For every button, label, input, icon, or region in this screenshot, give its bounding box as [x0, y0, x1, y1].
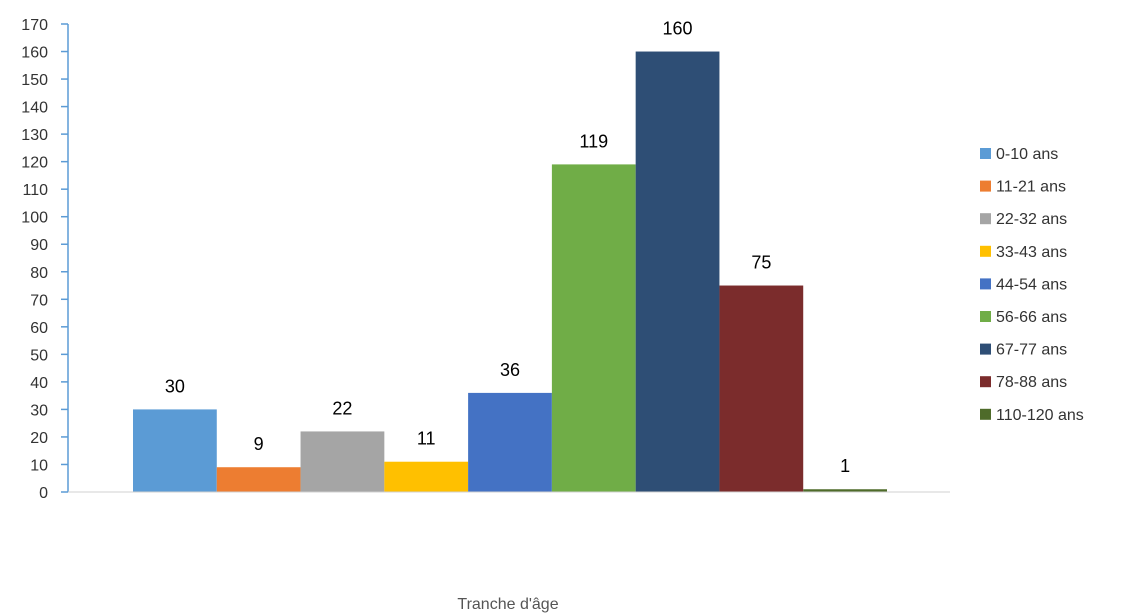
bar	[803, 489, 887, 492]
legend-swatch	[980, 180, 991, 192]
legend-label: 0-10 ans	[996, 146, 1058, 163]
legend-swatch	[980, 278, 991, 290]
legend-label: 33-43 ans	[996, 244, 1067, 261]
y-tick-label: 170	[21, 17, 48, 34]
legend-swatch	[980, 213, 991, 225]
y-tick-label: 60	[30, 320, 48, 337]
legend-swatch	[980, 148, 991, 159]
y-tick-label: 50	[30, 347, 48, 364]
y-tick-label: 0	[39, 485, 48, 502]
legend-swatch	[980, 343, 991, 355]
data-label: 75	[751, 253, 771, 273]
y-tick-label: 40	[30, 375, 48, 392]
legend-label: 11-21 ans	[996, 179, 1066, 196]
bar	[468, 392, 552, 492]
legend-label: 78-88 ans	[996, 374, 1067, 391]
y-tick-label: 70	[30, 292, 48, 309]
legend-swatch	[980, 376, 991, 388]
data-label: 36	[500, 360, 520, 380]
legend-label: 22-32 ans	[996, 211, 1067, 228]
y-tick-label: 160	[21, 45, 48, 62]
bars	[133, 51, 887, 492]
data-label: 119	[579, 131, 608, 151]
y-tick-label: 140	[21, 100, 48, 117]
y-axis: 0 10 20 30 40 50 60 70 80 90 100 110 120 130 140 150 160…	[21, 17, 69, 502]
y-tick-label: 80	[30, 265, 48, 282]
y-tick-label: 10	[30, 457, 48, 474]
bar	[635, 51, 720, 492]
legend-swatch	[980, 245, 991, 257]
legend-label: 56-66 ans	[996, 309, 1067, 326]
y-tick-label: 100	[21, 210, 48, 227]
y-tick-label: 150	[21, 72, 48, 89]
y-tick-label: 130	[21, 127, 48, 144]
legend-label: 67-77 ans	[996, 342, 1067, 359]
bar	[384, 461, 469, 492]
legend-label: 44-54 ans	[996, 276, 1067, 293]
y-tick-label: 90	[30, 237, 48, 254]
data-label: 9	[254, 434, 264, 454]
y-tick-label: 120	[21, 155, 48, 172]
legend-label: 110-120 ans	[996, 407, 1084, 424]
y-tick-label: 20	[30, 430, 48, 447]
legend-swatch	[980, 311, 991, 322]
bar	[719, 285, 804, 492]
data-label: 22	[332, 398, 352, 418]
y-tick-label: 30	[30, 402, 48, 419]
bar	[300, 431, 385, 492]
y-tick-label: 110	[22, 182, 48, 199]
data-label: 1	[840, 456, 850, 476]
bar	[551, 164, 636, 492]
data-label: 160	[663, 19, 693, 39]
data-labels: 30 9 22 11 36 119 160 75 1	[165, 19, 850, 477]
bar	[133, 409, 217, 492]
x-axis-title: Tranche d'âge	[457, 596, 558, 613]
legend-swatch	[980, 408, 991, 420]
bar	[216, 467, 301, 492]
data-label: 11	[417, 429, 436, 449]
data-label: 30	[165, 376, 185, 396]
legend: 0-10 ans 11-21 ans 22-32 ans 33-43 ans 44-54…	[980, 146, 1084, 424]
